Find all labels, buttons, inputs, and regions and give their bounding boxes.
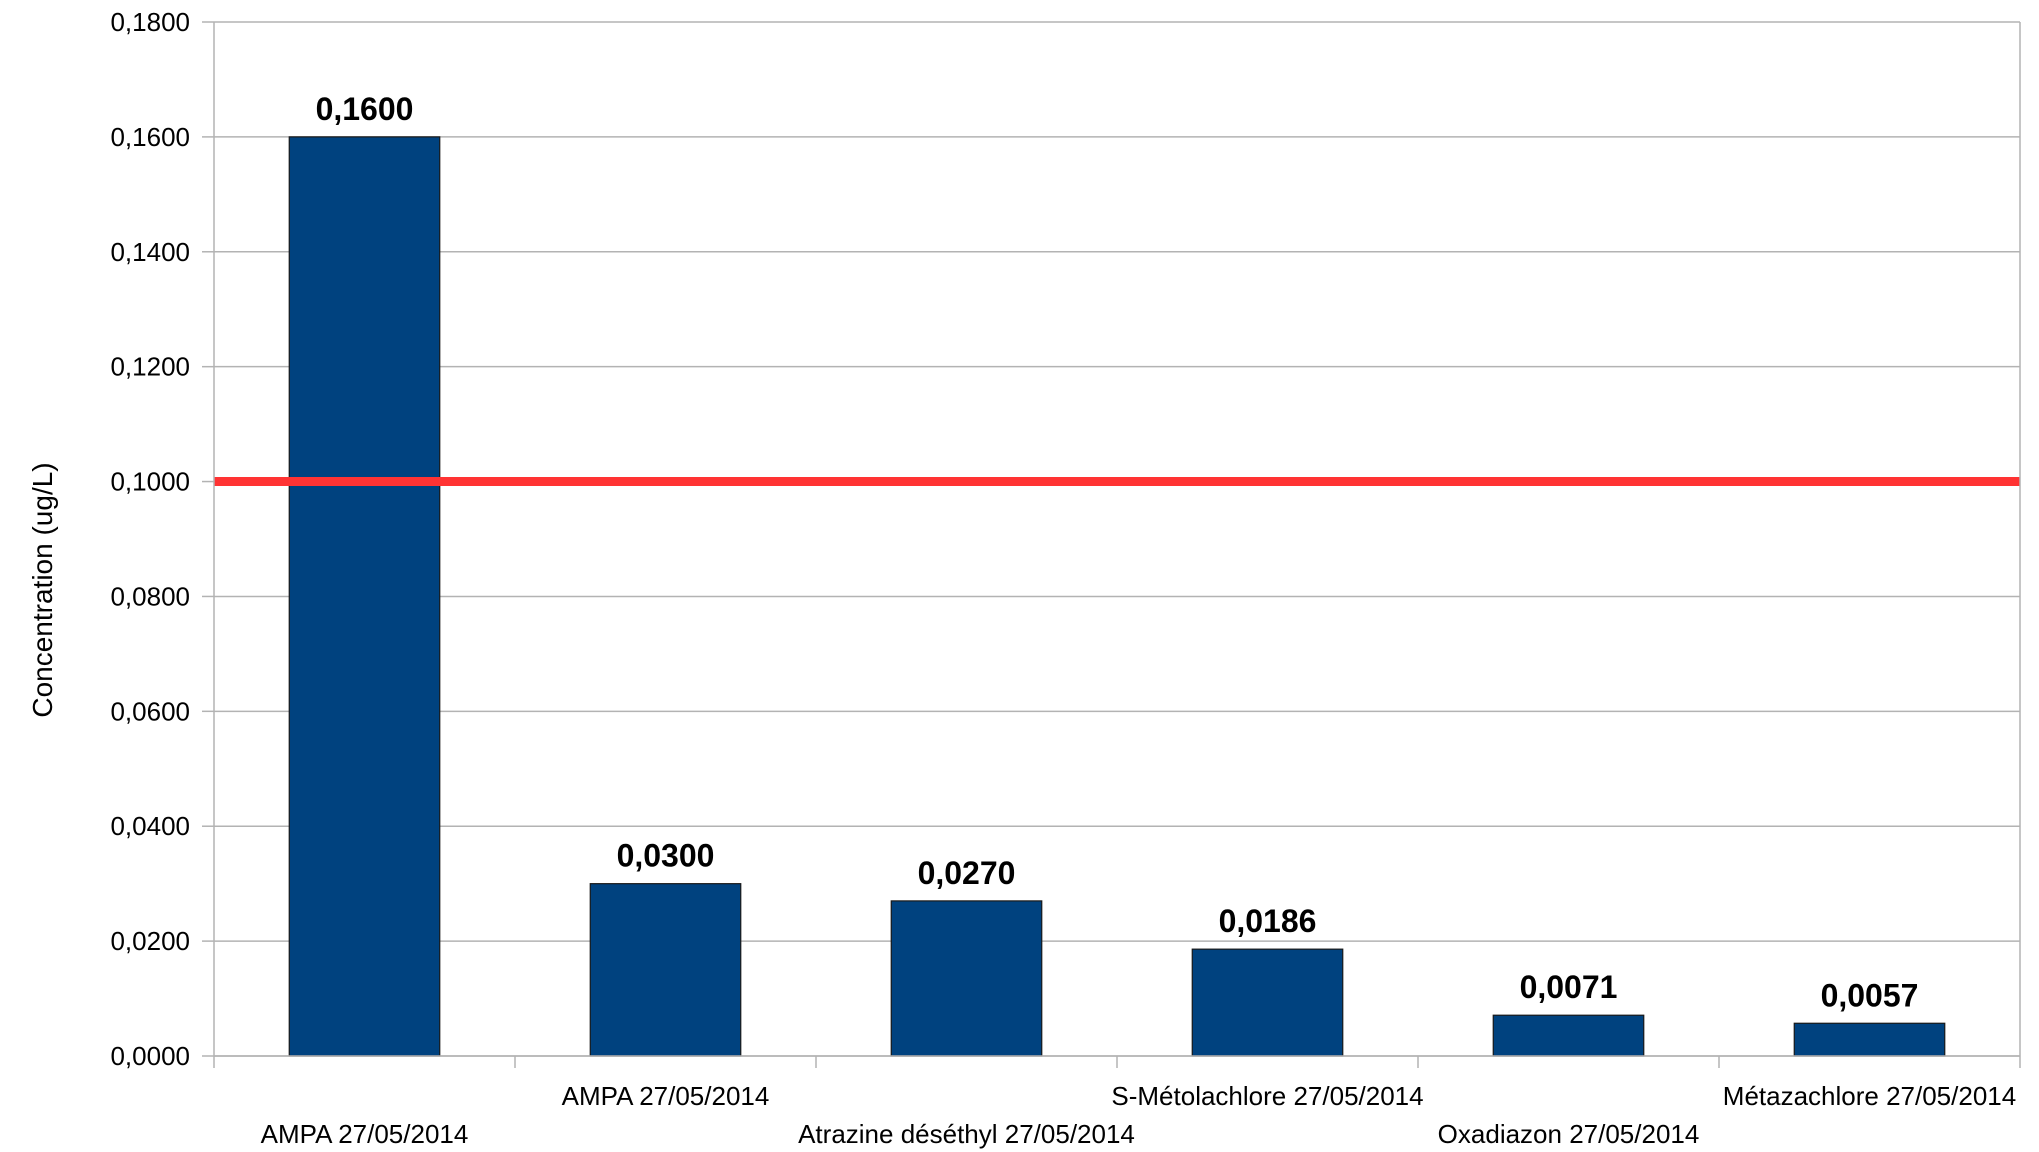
x-category-label: Atrazine déséthyl 27/05/2014: [798, 1119, 1135, 1149]
y-tick-label: 0,1400: [110, 237, 190, 267]
y-tick-label: 0,1000: [110, 467, 190, 497]
y-tick-label: 0,0000: [110, 1041, 190, 1071]
data-label: 0,0057: [1821, 977, 1919, 1013]
bar: [1492, 1014, 1645, 1057]
x-category-label: Métazachlore 27/05/2014: [1723, 1081, 2016, 1111]
y-axis-title: Concentration (ug/L): [27, 462, 58, 717]
y-tick-label: 0,1600: [110, 122, 190, 152]
y-axis-ticks: 0,0000 0,0200 0,0400 0,0600 0,0800 0,1000 0,12…: [110, 7, 214, 1071]
data-label: 0,1600: [316, 91, 414, 127]
x-category-label: AMPA 27/05/2014: [261, 1119, 469, 1149]
y-tick-label: 0,0600: [110, 696, 190, 726]
y-tick-label: 0,0400: [110, 811, 190, 841]
data-label: 0,0071: [1520, 969, 1618, 1005]
y-tick-label: 0,1200: [110, 352, 190, 382]
axes: [213, 22, 2021, 1068]
x-category-label: Oxadiazon 27/05/2014: [1438, 1119, 1700, 1149]
grid-lines: [214, 21, 2020, 1057]
bar: [1191, 948, 1344, 1057]
bar: [589, 883, 742, 1057]
y-tick-label: 0,0800: [110, 581, 190, 611]
bars: [288, 136, 1946, 1057]
bar: [890, 900, 1043, 1057]
x-category-label: S-Métolachlore 27/05/2014: [1111, 1081, 1423, 1111]
data-labels: 0,1600 0,0300 0,0270 0,0186 0,0071 0,0057: [316, 91, 1919, 1013]
data-label: 0,0270: [918, 855, 1016, 891]
x-axis-labels: AMPA 27/05/2014 AMPA 27/05/2014 Atrazine d…: [261, 1081, 2017, 1149]
bar: [288, 136, 441, 1057]
y-tick-label: 0,1800: [110, 7, 190, 37]
y-tick-label: 0,0200: [110, 926, 190, 956]
data-label: 0,0300: [617, 838, 715, 874]
x-category-label: AMPA 27/05/2014: [562, 1081, 770, 1111]
data-label: 0,0186: [1219, 903, 1317, 939]
bar: [1793, 1022, 1946, 1057]
